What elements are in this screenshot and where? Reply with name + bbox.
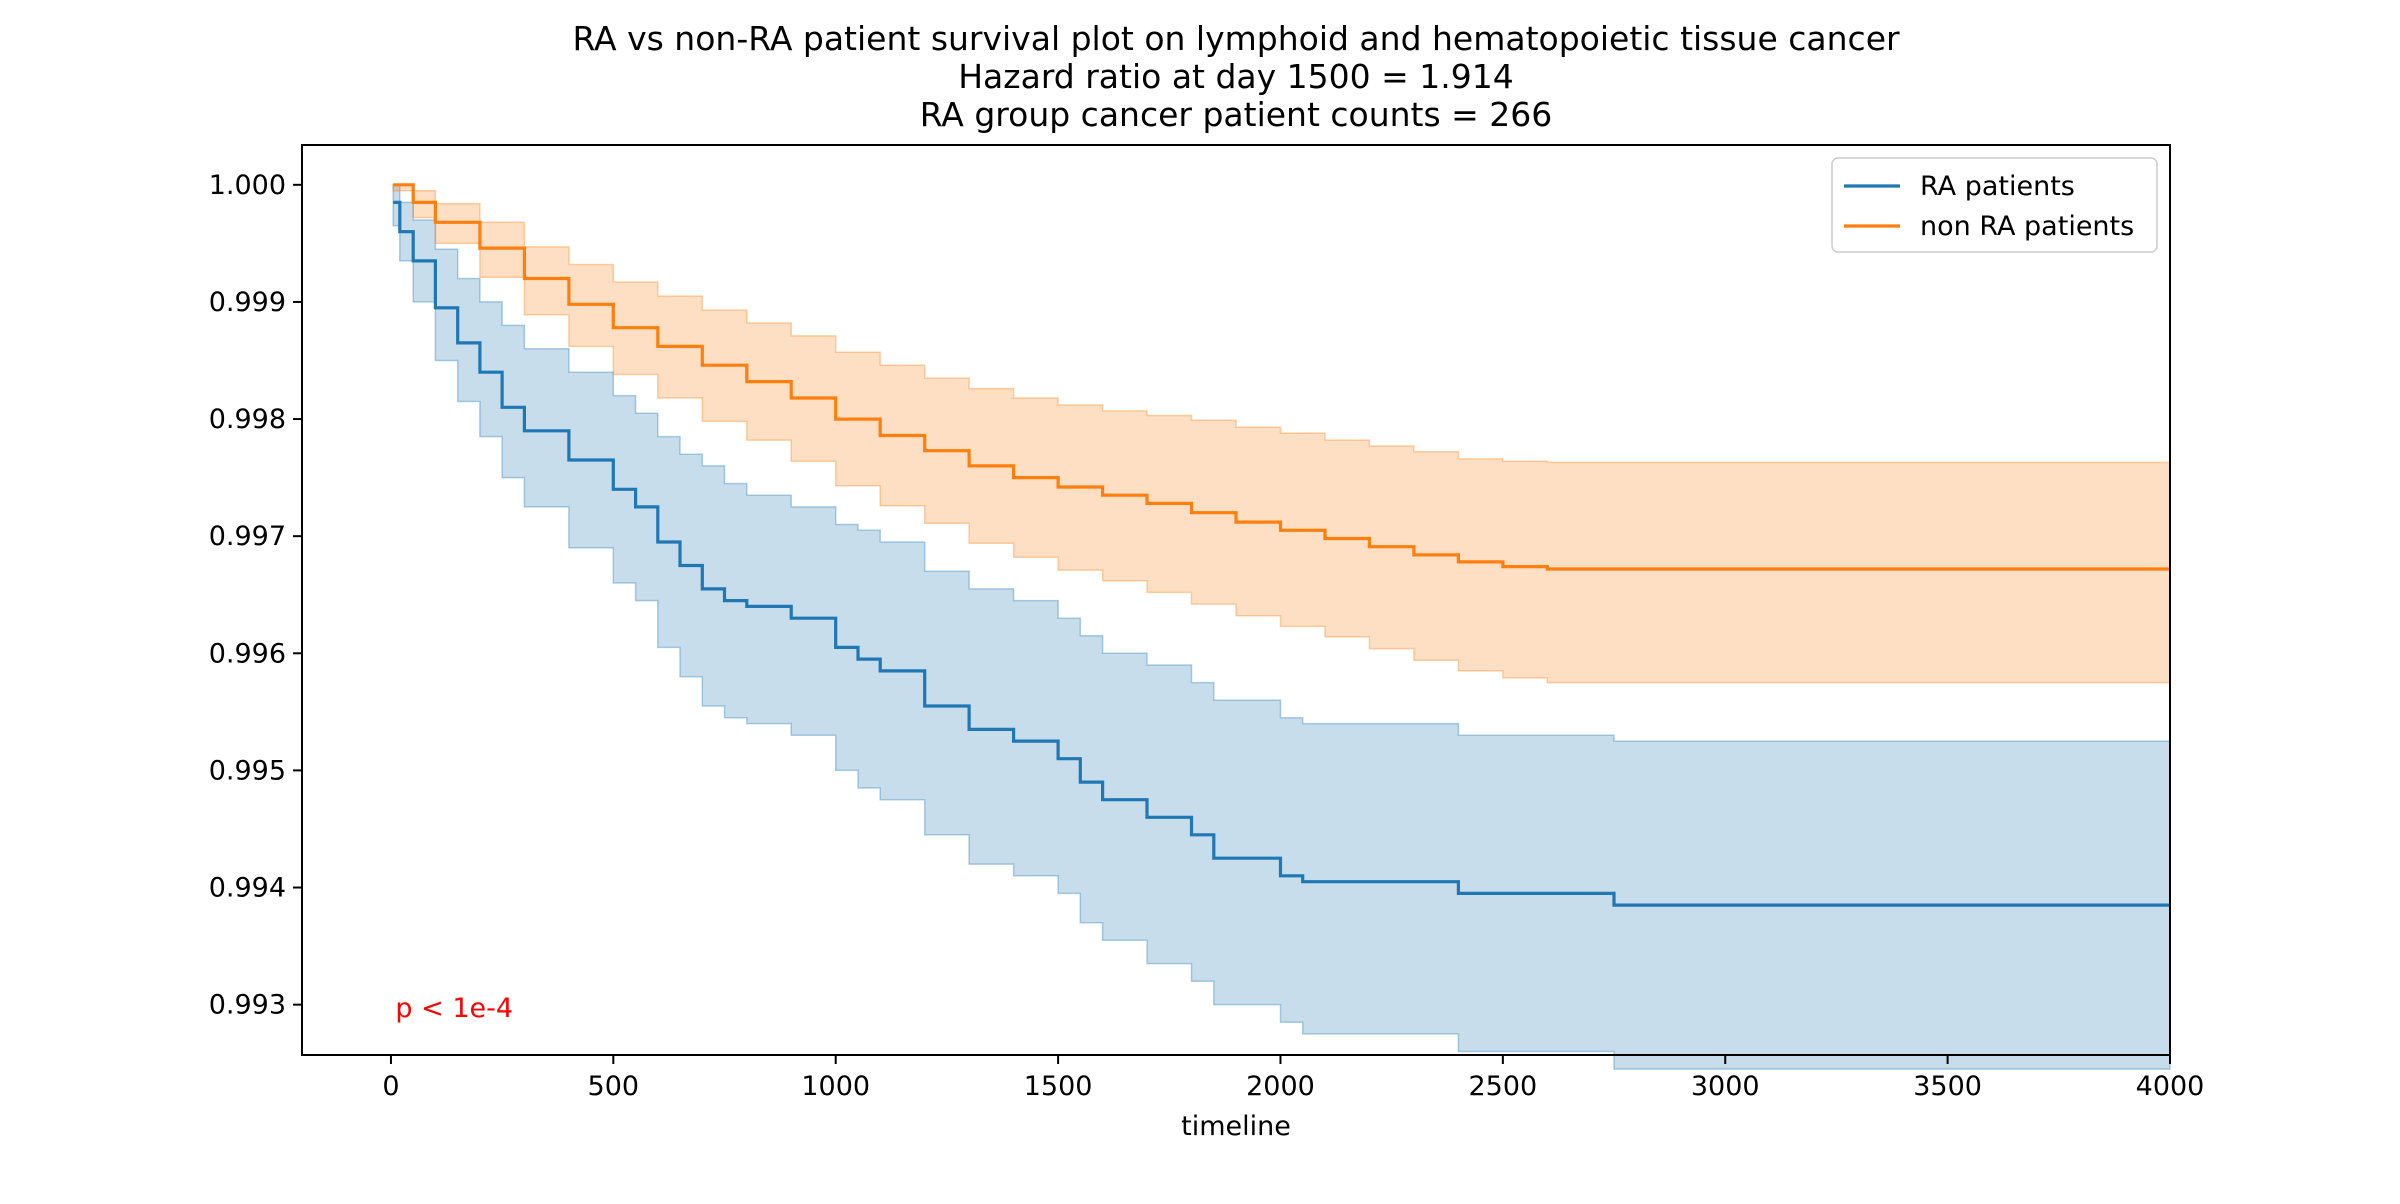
y-tick-label: 0.999 — [209, 287, 286, 318]
y-tick-label: 1.000 — [209, 170, 286, 201]
chart-title: RA vs non-RA patient survival plot on ly… — [572, 19, 1900, 134]
y-tick-label: 0.997 — [209, 521, 286, 552]
survival-line-series-2 — [393, 183, 2170, 571]
p-value-annotation: p < 1e-4 — [395, 993, 513, 1024]
plot-frame — [301, 144, 2171, 1056]
y-tick-label: 0.994 — [209, 873, 286, 904]
x-axis-label: timeline — [1181, 1111, 1291, 1142]
title-line-1: RA vs non-RA patient survival plot on ly… — [572, 19, 1900, 58]
x-tick-label: 3000 — [1691, 1071, 1760, 1102]
y-tick-label: 0.996 — [209, 638, 286, 669]
x-tick-label: 1500 — [1024, 1071, 1093, 1102]
x-tick-label: 500 — [588, 1071, 640, 1102]
y-axis: 0.993 0.994 0.995 0.996 0.997 0.998 0.999 1.000 — [209, 170, 302, 1021]
survival-line-series-1 — [393, 200, 2170, 907]
y-tick-label: 0.998 — [209, 404, 286, 435]
legend-label-series-1: RA patients — [1920, 171, 2075, 202]
legend-box — [1831, 157, 2158, 253]
plot-area — [301, 144, 2171, 1070]
legend-label-series-2: non RA patients — [1920, 211, 2134, 242]
x-tick-label: 2000 — [1246, 1071, 1315, 1102]
x-tick-label: 2500 — [1468, 1071, 1537, 1102]
legend: RA patients non RA patients — [1831, 157, 2158, 253]
title-line-2: Hazard ratio at day 1500 = 1.914 — [958, 57, 1514, 96]
title-line-3: RA group cancer patient counts = 266 — [920, 95, 1553, 134]
y-tick-label: 0.993 — [209, 990, 286, 1021]
x-tick-label: 1000 — [801, 1071, 870, 1102]
x-axis: 0 500 1000 1500 2000 2500 3000 3500 4000 timeline — [382, 1055, 2204, 1142]
annotation: p < 1e-4 — [395, 993, 513, 1024]
x-tick-label: 3500 — [1913, 1071, 1982, 1102]
x-tick-label: 4000 — [2136, 1071, 2205, 1102]
x-tick-label: 0 — [382, 1071, 399, 1102]
ci-band-series-1 — [392, 184, 2171, 1070]
y-tick-label: 0.995 — [209, 755, 286, 786]
